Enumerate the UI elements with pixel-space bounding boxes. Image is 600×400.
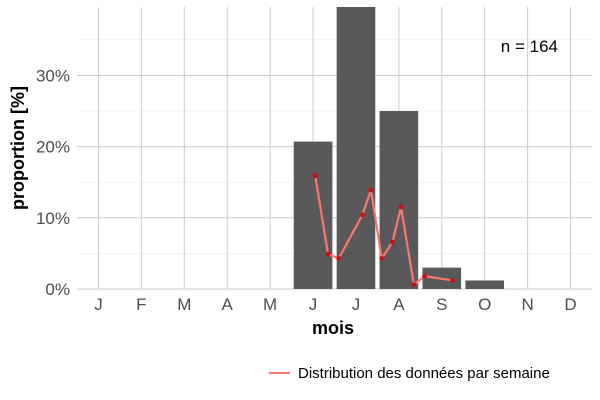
weekly-point bbox=[336, 255, 342, 261]
weekly-point bbox=[359, 212, 365, 218]
weekly-series bbox=[312, 173, 455, 288]
x-tick-label: F bbox=[136, 295, 146, 314]
y-tick-label: 30% bbox=[36, 66, 70, 85]
weekly-point bbox=[450, 278, 455, 283]
y-tick-labels: 0% 10% 20% 30% bbox=[36, 66, 70, 299]
weekly-point bbox=[379, 255, 385, 261]
x-tick-label: J bbox=[352, 295, 361, 314]
bar bbox=[465, 280, 505, 289]
weekly-point bbox=[368, 187, 374, 193]
weekly-point bbox=[390, 239, 395, 245]
bar bbox=[379, 110, 419, 289]
y-axis-title: proportion [%] bbox=[8, 86, 28, 210]
weekly-point bbox=[422, 273, 428, 279]
bar bbox=[336, 7, 376, 289]
bar bbox=[293, 141, 333, 289]
x-tick-label: D bbox=[564, 295, 576, 314]
x-tick-label: O bbox=[478, 295, 491, 314]
legend-label: Distribution des données par semaine bbox=[298, 365, 550, 382]
x-tick-label: S bbox=[436, 295, 447, 314]
weekly-point bbox=[325, 251, 331, 257]
weekly-point bbox=[398, 204, 404, 210]
legend: Distribution des données par semaine bbox=[269, 365, 550, 382]
x-axis-title: mois bbox=[312, 318, 354, 338]
x-tick-label: J bbox=[309, 295, 318, 314]
x-tick-label: A bbox=[393, 295, 405, 314]
bars bbox=[293, 7, 505, 289]
x-tick-label: J bbox=[94, 295, 103, 314]
y-tick-label: 10% bbox=[36, 209, 70, 228]
y-tick-label: 0% bbox=[45, 280, 70, 299]
weekly-point bbox=[312, 173, 318, 179]
x-tick-label: M bbox=[263, 295, 277, 314]
x-tick-label: A bbox=[222, 295, 234, 314]
x-tick-label: N bbox=[521, 295, 533, 314]
sample-size-annotation: n = 164 bbox=[501, 37, 558, 56]
y-tick-label: 20% bbox=[36, 138, 70, 157]
weekly-point bbox=[411, 282, 417, 288]
x-tick-label: M bbox=[177, 295, 191, 314]
